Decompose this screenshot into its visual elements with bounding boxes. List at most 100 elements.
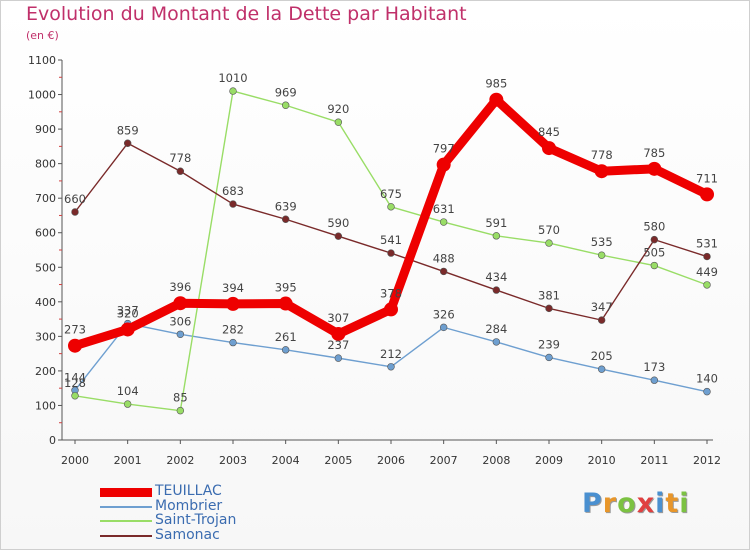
data-point-mombrier: [492, 338, 501, 346]
data-point-samonac: [123, 139, 132, 147]
data-label-saint-trojan: 969: [275, 85, 297, 99]
legend-label: Samonac: [155, 526, 220, 543]
x-tick-label: 2012: [693, 454, 721, 467]
x-tick-label: 2003: [219, 454, 247, 467]
data-point-samonac: [281, 215, 290, 223]
data-point-saint-trojan: [281, 101, 290, 109]
data-point-saint-trojan: [439, 218, 448, 226]
data-point-saint-trojan: [334, 118, 343, 126]
data-label-teuillac: 711: [696, 171, 718, 185]
data-label-saint-trojan: 631: [433, 202, 455, 216]
data-label-teuillac: 394: [222, 281, 244, 295]
data-label-mombrier: 306: [169, 314, 191, 328]
data-label-saint-trojan: 920: [327, 102, 349, 116]
data-label-teuillac: 797: [433, 142, 455, 156]
data-label-samonac: 859: [117, 123, 139, 137]
data-point-samonac: [229, 200, 237, 208]
data-point-teuillac: [542, 141, 556, 156]
x-tick-label: 2005: [324, 454, 352, 467]
data-point-teuillac: [489, 92, 504, 107]
y-tick-label: 0: [49, 434, 56, 447]
data-point-saint-trojan: [492, 232, 501, 240]
data-point-saint-trojan: [71, 392, 79, 400]
data-label-samonac: 683: [222, 184, 244, 198]
data-label-mombrier: 212: [380, 347, 402, 361]
chart-subtitle: (en €): [26, 29, 59, 42]
data-label-mombrier: 284: [485, 322, 507, 336]
data-label-saint-trojan: 570: [538, 223, 560, 237]
data-label-saint-trojan: 505: [643, 246, 665, 260]
data-label-mombrier: 144: [64, 370, 86, 384]
data-point-samonac: [545, 304, 553, 313]
data-point-saint-trojan: [387, 203, 395, 211]
data-label-saint-trojan: 1010: [218, 71, 247, 85]
legend-swatch: [100, 487, 152, 497]
data-point-samonac: [439, 267, 448, 276]
data-point-teuillac: [331, 326, 346, 341]
data-point-mombrier: [229, 338, 237, 347]
data-point-teuillac: [594, 164, 609, 179]
data-label-saint-trojan: 128: [64, 376, 86, 390]
y-tick-label: 300: [35, 330, 56, 343]
data-label-samonac: 488: [433, 251, 455, 265]
data-label-saint-trojan: 104: [117, 384, 139, 398]
data-label-mombrier: 326: [433, 307, 455, 321]
data-label-saint-trojan: 85: [173, 391, 188, 405]
data-point-teuillac: [700, 187, 714, 202]
data-label-mombrier: 205: [591, 349, 613, 363]
data-label-mombrier: 237: [327, 338, 349, 352]
data-label-teuillac: 785: [643, 146, 665, 160]
data-label-teuillac: 378: [380, 286, 402, 300]
x-tick-label: 2001: [114, 454, 142, 467]
y-tick-label: 600: [35, 227, 56, 240]
data-point-saint-trojan: [703, 281, 711, 289]
data-point-teuillac: [278, 296, 293, 311]
data-label-teuillac: 985: [485, 77, 507, 91]
data-label-mombrier: 337: [117, 304, 139, 318]
data-point-mombrier: [387, 363, 395, 371]
y-tick-label: 100: [35, 399, 56, 412]
data-point-samonac: [650, 235, 659, 244]
legend-label: Mombrier: [155, 497, 223, 514]
data-point-samonac: [71, 208, 79, 216]
data-label-samonac: 434: [485, 270, 507, 284]
data-label-teuillac: 845: [538, 125, 560, 139]
x-tick-label: 2006: [377, 454, 405, 467]
data-point-saint-trojan: [229, 87, 237, 95]
data-point-mombrier: [439, 323, 448, 332]
data-point-samonac: [387, 249, 395, 257]
data-point-samonac: [334, 232, 343, 240]
data-point-mombrier: [334, 354, 343, 362]
data-point-teuillac: [384, 302, 398, 317]
data-label-samonac: 347: [591, 300, 613, 314]
data-point-teuillac: [68, 338, 82, 353]
y-tick-label: 700: [35, 192, 56, 205]
data-point-mombrier: [545, 353, 553, 362]
legend-swatch: [100, 505, 152, 508]
x-tick-label: 2004: [272, 454, 300, 467]
data-label-samonac: 660: [64, 192, 86, 206]
legend-swatch: [100, 534, 152, 537]
y-tick-label: 500: [35, 261, 56, 274]
data-label-teuillac: 320: [117, 306, 139, 320]
data-label-saint-trojan: 675: [380, 187, 402, 201]
data-label-teuillac: 395: [275, 281, 297, 295]
data-label-saint-trojan: 591: [485, 216, 507, 230]
data-point-teuillac: [120, 322, 135, 337]
x-tick-label: 2009: [535, 454, 563, 467]
data-point-samonac: [597, 316, 606, 324]
data-point-saint-trojan: [597, 251, 606, 259]
data-point-mombrier: [650, 376, 659, 384]
y-tick-label: 400: [35, 296, 56, 309]
x-tick-label: 2008: [482, 454, 510, 467]
data-label-samonac: 778: [169, 151, 191, 165]
proxiti-logo: Proxiti: [582, 488, 690, 519]
data-label-mombrier: 140: [696, 372, 718, 386]
data-point-mombrier: [703, 387, 711, 396]
data-label-mombrier: 239: [538, 337, 560, 351]
data-point-saint-trojan: [176, 406, 185, 415]
data-point-saint-trojan: [650, 261, 659, 270]
data-label-samonac: 531: [696, 237, 718, 251]
data-point-mombrier: [281, 346, 290, 354]
